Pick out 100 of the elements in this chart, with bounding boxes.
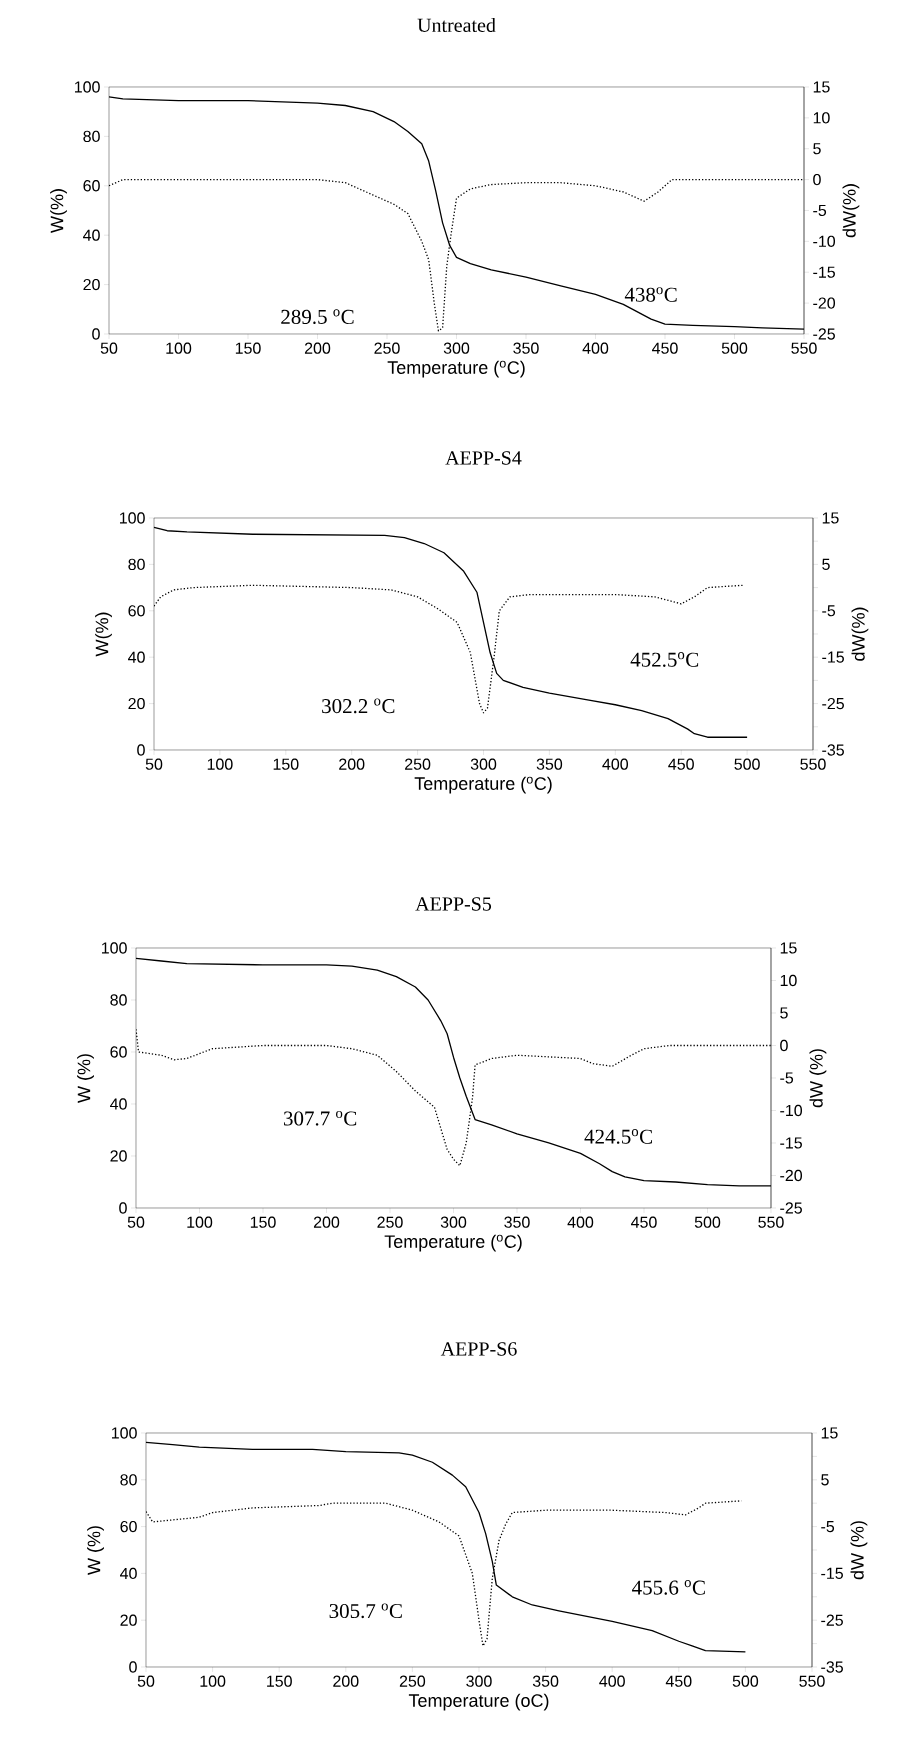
- x-axis-title: Temperature ($^{o}$C): [384, 1234, 522, 1252]
- x-tick-label: 50: [145, 758, 163, 770]
- y2-tick-label: 15: [821, 1427, 838, 1439]
- x-tick-label: 100: [166, 342, 192, 354]
- y-tick-label: 80: [128, 558, 145, 571]
- y2-tick-label: -15: [813, 266, 835, 278]
- x-axis-title: Temperature ($^{o}$C): [387, 360, 525, 378]
- y-tick-label: 100: [74, 81, 100, 93]
- annotation: 452.5$^{o}$C: [630, 652, 699, 667]
- x-tick-label: 300: [470, 758, 497, 770]
- y2-tick-label: 15: [813, 81, 830, 93]
- y2-tick-label: -20: [813, 297, 836, 309]
- x-tick-label: 200: [313, 1216, 340, 1228]
- y-tick-label: 0: [137, 744, 145, 756]
- y-tick-label: 40: [83, 229, 100, 241]
- x-tick-label: 400: [599, 1675, 625, 1687]
- y-tick-label: 40: [110, 1098, 127, 1110]
- annotation: 289.5 $^{o}$C: [281, 309, 354, 325]
- x-tick-label: 100: [200, 1675, 226, 1687]
- chart-title: AEPP-S5: [415, 897, 492, 911]
- y-tick-label: 20: [83, 278, 100, 291]
- x-tick-label: 500: [694, 1216, 721, 1228]
- y2-tick-label: 0: [780, 1039, 788, 1052]
- annotation: 424.5$^{o}$C: [584, 1129, 652, 1144]
- x-tick-label: 500: [721, 342, 748, 354]
- y-axis-title: W (%): [87, 1526, 104, 1575]
- y2-tick-label: -15: [821, 1567, 843, 1579]
- x-tick-label: 300: [443, 342, 470, 354]
- y2-tick-label: -35: [821, 1661, 843, 1673]
- x-tick-label: 350: [513, 342, 539, 354]
- y-tick-label: 0: [129, 1661, 137, 1673]
- x-tick-label: 350: [536, 758, 563, 770]
- y2-tick-label: -5: [813, 204, 827, 217]
- y2-tick-label: -25: [821, 1614, 843, 1626]
- x-tick-label: 250: [377, 1216, 403, 1228]
- x-tick-label: 350: [532, 1675, 559, 1687]
- annotation: 307.7 $^{o}$C: [283, 1110, 357, 1126]
- x-tick-label: 500: [734, 758, 760, 770]
- annotation: 305.7 $^{o}$C: [329, 1603, 402, 1619]
- annotation: 438$^{o}$C: [624, 287, 677, 302]
- x-tick-label: 150: [250, 1216, 276, 1228]
- y2-tick-label: 0: [813, 173, 821, 186]
- y2-tick-label: -25: [780, 1202, 802, 1214]
- x-tick-label: 550: [791, 342, 817, 354]
- y2-tick-label: 5: [780, 1007, 788, 1019]
- y2-axis-title: dW (%): [809, 1049, 827, 1108]
- y-tick-label: 60: [128, 605, 145, 617]
- x-tick-label: 200: [339, 758, 365, 770]
- x-tick-label: 400: [602, 758, 629, 770]
- y-tick-label: 80: [83, 130, 100, 143]
- y-tick-label: 20: [128, 697, 145, 710]
- x-tick-label: 50: [100, 342, 118, 354]
- x-tick-label: 300: [466, 1675, 492, 1687]
- x-tick-label: 350: [504, 1216, 530, 1228]
- y2-tick-label: -5: [821, 1521, 835, 1533]
- y-axis-title: W(%): [95, 612, 112, 657]
- y-tick-label: 80: [120, 1474, 137, 1486]
- x-tick-label: 100: [207, 758, 233, 770]
- x-tick-label: 250: [374, 342, 400, 354]
- y2-tick-label: 10: [780, 974, 797, 987]
- x-tick-label: 400: [582, 342, 609, 354]
- y2-tick-label: 15: [780, 942, 797, 954]
- y-tick-label: 80: [110, 994, 127, 1006]
- y2-tick-label: 5: [822, 558, 830, 570]
- x-tick-label: 150: [235, 342, 261, 354]
- x-tick-label: 150: [273, 758, 299, 770]
- chart-title: AEPP-S4: [445, 451, 522, 465]
- y-tick-label: 100: [111, 1427, 137, 1439]
- y2-tick-label: 15: [822, 512, 839, 524]
- y2-axis-title: dW (%): [850, 1521, 868, 1580]
- chart-title: Untreated: [417, 17, 496, 33]
- y2-tick-label: -5: [822, 605, 836, 617]
- x-tick-label: 500: [732, 1675, 759, 1687]
- y-tick-label: 100: [101, 942, 127, 954]
- x-tick-label: 50: [127, 1216, 145, 1228]
- annotation: 455.6 $^{o}$C: [632, 1580, 705, 1595]
- y-tick-label: 60: [120, 1520, 137, 1533]
- y2-tick-label: -20: [780, 1169, 803, 1182]
- y2-tick-label: 5: [821, 1474, 829, 1486]
- x-axis-title: Temperature (oC): [408, 1693, 549, 1711]
- x-tick-label: 450: [668, 758, 694, 770]
- x-tick-label: 550: [799, 1675, 825, 1687]
- y2-tick-label: -25: [822, 697, 844, 710]
- x-tick-label: 550: [758, 1216, 784, 1228]
- y2-tick-label: -15: [822, 651, 844, 663]
- y-tick-label: 20: [110, 1150, 127, 1162]
- chart-title: AEPP-S6: [440, 1342, 517, 1356]
- y-tick-label: 0: [119, 1202, 127, 1214]
- x-tick-label: 250: [405, 758, 431, 770]
- y-tick-label: 60: [110, 1046, 127, 1058]
- x-tick-label: 250: [399, 1675, 426, 1687]
- y2-axis-title: dW(%): [851, 607, 869, 661]
- x-tick-label: 450: [652, 342, 678, 354]
- x-tick-label: 50: [137, 1675, 155, 1687]
- y-tick-label: 60: [83, 180, 100, 192]
- x-tick-label: 100: [187, 1216, 213, 1228]
- y2-tick-label: -25: [813, 328, 835, 340]
- y-axis-title: W (%): [77, 1054, 94, 1103]
- y2-tick-label: -15: [780, 1137, 802, 1149]
- x-tick-label: 150: [267, 1675, 292, 1687]
